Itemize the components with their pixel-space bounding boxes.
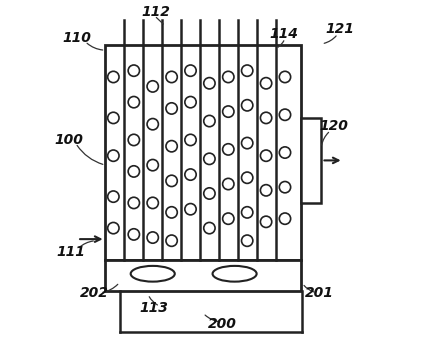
Text: 111: 111	[56, 245, 85, 259]
Text: 100: 100	[55, 133, 84, 147]
Text: 114: 114	[269, 27, 298, 42]
Text: 201: 201	[305, 286, 334, 300]
Bar	[301, 118, 321, 203]
Text: 121: 121	[325, 22, 354, 36]
Text: 112: 112	[142, 6, 170, 19]
Text: 110: 110	[63, 30, 91, 45]
Bar	[106, 260, 301, 291]
Text: 200: 200	[207, 317, 237, 331]
Bar	[106, 45, 301, 260]
Text: 113: 113	[140, 301, 169, 316]
Text: 120: 120	[319, 119, 348, 133]
Text: 202: 202	[80, 286, 109, 300]
